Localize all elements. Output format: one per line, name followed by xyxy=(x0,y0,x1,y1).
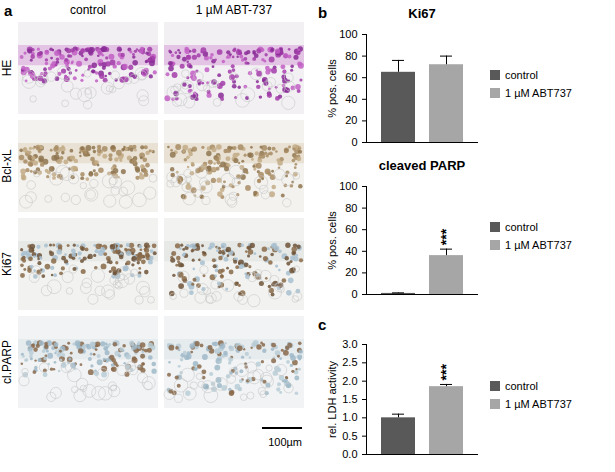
html-text:control: control xyxy=(505,69,538,81)
html-text:c: c xyxy=(318,316,327,333)
svg-text:40: 40 xyxy=(345,93,357,105)
svg-text:40: 40 xyxy=(345,245,357,257)
svg-text:100: 100 xyxy=(339,180,357,192)
svg-text:2.0: 2.0 xyxy=(342,375,357,387)
html-text:Ki67: Ki67 xyxy=(408,6,436,21)
html-text:a: a xyxy=(4,2,13,19)
html-text:1 µM ABT737: 1 µM ABT737 xyxy=(505,398,572,410)
svg-text:0: 0 xyxy=(351,288,357,300)
svg-text:0.0: 0.0 xyxy=(342,448,357,460)
html-text:control: control xyxy=(505,380,538,392)
svg-text:80: 80 xyxy=(345,50,357,62)
svg-text:rel. LDH activity: rel. LDH activity xyxy=(326,360,338,438)
html-text:control: control xyxy=(505,221,538,233)
svg-text:% pos. cells: % pos. cells xyxy=(326,59,338,118)
svg-text:% pos. cells: % pos. cells xyxy=(326,211,338,270)
svg-text:0: 0 xyxy=(351,136,357,148)
svg-text:***: *** xyxy=(438,228,454,245)
svg-text:100: 100 xyxy=(339,28,357,40)
svg-text:20: 20 xyxy=(345,266,357,278)
html-text:b: b xyxy=(318,4,328,21)
svg-text:20: 20 xyxy=(345,114,357,126)
svg-text:60: 60 xyxy=(345,71,357,83)
html-text:1 µM ABT737: 1 µM ABT737 xyxy=(505,87,572,99)
html-text:cleaved PARP: cleaved PARP xyxy=(378,158,466,173)
svg-text:100µm: 100µm xyxy=(268,436,302,448)
html-text:1 µM ABT737: 1 µM ABT737 xyxy=(505,239,572,251)
svg-text:Bcl-xL: Bcl-xL xyxy=(0,149,14,183)
svg-text:3.0: 3.0 xyxy=(342,338,357,350)
svg-text:0.5: 0.5 xyxy=(342,430,357,442)
svg-text:cl.PARP: cl.PARP xyxy=(0,340,14,384)
svg-text:60: 60 xyxy=(345,223,357,235)
svg-text:control: control xyxy=(70,3,106,17)
svg-text:1.0: 1.0 xyxy=(342,411,357,423)
svg-text:1.5: 1.5 xyxy=(342,393,357,405)
svg-text:80: 80 xyxy=(345,202,357,214)
svg-text:HE: HE xyxy=(0,60,14,77)
svg-text:***: *** xyxy=(438,364,454,381)
svg-text:Ki67: Ki67 xyxy=(0,252,14,276)
svg-text:2.5: 2.5 xyxy=(342,356,357,368)
svg-text:1 µM ABT-737: 1 µM ABT-737 xyxy=(196,3,273,17)
